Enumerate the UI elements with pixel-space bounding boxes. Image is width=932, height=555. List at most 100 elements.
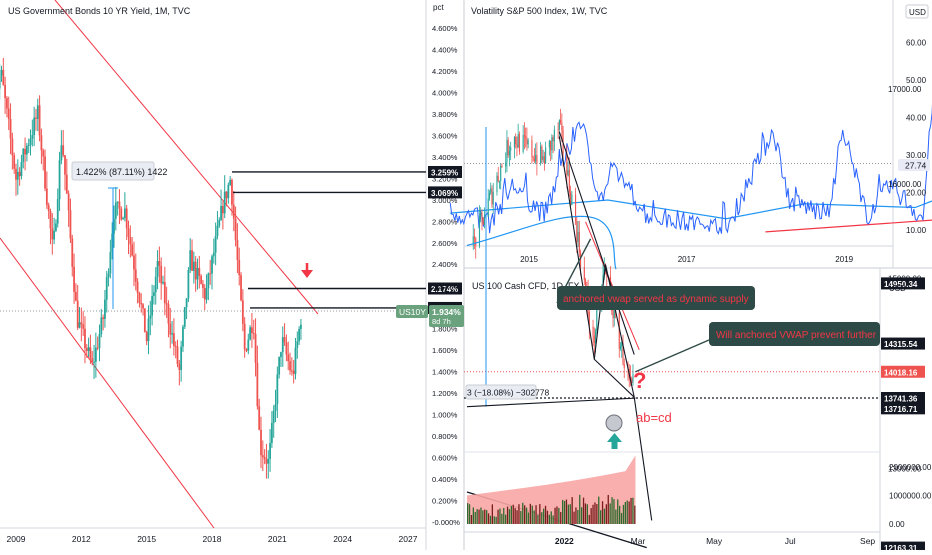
bond-measure-label: 1.422% (87.11%) 1422 bbox=[76, 167, 167, 177]
nasdaq-volume-bar bbox=[556, 506, 558, 524]
bond-candle bbox=[263, 457, 266, 460]
bond-candle bbox=[15, 168, 17, 180]
vix-currency-badge[interactable] bbox=[905, 4, 929, 19]
nasdaq-volume-bar bbox=[586, 504, 588, 524]
nasdaq-volume-bar bbox=[474, 511, 476, 524]
bond-candle bbox=[256, 362, 259, 407]
bond-candle bbox=[294, 347, 297, 374]
nasdaq-price-tag bbox=[881, 277, 925, 290]
nasdaq-currency-label: USD bbox=[889, 284, 906, 293]
nasdaq-candle bbox=[542, 156, 544, 160]
nasdaq-candle bbox=[594, 331, 597, 344]
nasdaq-volume-bar bbox=[489, 515, 492, 524]
nasdaq-candle bbox=[571, 194, 573, 205]
bond-candle bbox=[251, 327, 253, 333]
bond-candle bbox=[151, 296, 154, 316]
nasdaq-volume-bar bbox=[617, 499, 619, 524]
nasdaq-volume-bar bbox=[487, 513, 490, 524]
up-arrow-icon bbox=[607, 433, 622, 449]
nasdaq-volume-bar bbox=[613, 499, 615, 524]
nasdaq-price-tag bbox=[881, 365, 925, 378]
nasdaq-candle bbox=[532, 156, 534, 158]
nasdaq-volume-bar bbox=[603, 508, 606, 524]
bond-candle bbox=[60, 145, 63, 161]
nasdaq-candle bbox=[533, 157, 535, 162]
nasdaq-volume-bar bbox=[569, 504, 571, 524]
bond-candle bbox=[104, 299, 106, 319]
nasdaq-volume-bar bbox=[628, 501, 630, 524]
bond-candle bbox=[85, 348, 88, 351]
nasdaq-volume-bar bbox=[601, 501, 604, 524]
bond-candle bbox=[74, 291, 77, 301]
bond-candle bbox=[133, 255, 135, 270]
bond-candle bbox=[240, 275, 242, 301]
nasdaq-candle bbox=[576, 221, 578, 242]
bond-candle bbox=[56, 199, 59, 224]
nasdaq-volume-bar bbox=[546, 510, 549, 524]
nasdaq-candle bbox=[491, 188, 493, 205]
nasdaq-volume-bar bbox=[554, 507, 556, 524]
nasdaq-price-tag-text: 14950.34 bbox=[884, 280, 918, 289]
nasdaq-volume-bar bbox=[476, 509, 478, 524]
bond-candle bbox=[241, 300, 244, 324]
bond-y-tick-label: 3.200% bbox=[432, 174, 458, 183]
abcd-target-circle bbox=[605, 414, 623, 432]
nasdaq-volume-tick-label: 2000000.00 bbox=[889, 463, 932, 472]
bond-candle bbox=[76, 300, 79, 328]
nasdaq-time-axis: 2022 Mar May Jul Sep bbox=[555, 536, 876, 546]
bond-candle bbox=[183, 307, 186, 327]
annotation-vwap-question-text: Will anchored VWAP prevent further bbox=[716, 330, 877, 341]
bond-candle bbox=[65, 174, 68, 194]
bond-candle bbox=[129, 236, 132, 245]
bond-candle bbox=[267, 458, 270, 464]
bond-candle bbox=[27, 144, 30, 146]
bond-candle bbox=[185, 298, 188, 308]
bond-y-tick-label: 0.800% bbox=[432, 432, 458, 441]
bond-candle bbox=[2, 69, 5, 85]
nasdaq-candle bbox=[475, 238, 477, 246]
bond-candle bbox=[38, 105, 41, 136]
nasdaq-price-tag-text: 13741.36 bbox=[884, 395, 918, 404]
bond-y-tick-label: 2.800% bbox=[432, 217, 458, 226]
nasdaq-volume-bar bbox=[600, 510, 602, 524]
bond-symbol-tag[interactable] bbox=[396, 305, 428, 318]
bond-candle bbox=[84, 328, 86, 349]
bond-candle bbox=[69, 210, 72, 239]
nasdaq-volume-bar bbox=[529, 503, 531, 524]
bond-candle bbox=[198, 267, 201, 276]
nasdaq-measure-box bbox=[465, 384, 537, 400]
nasdaq-volume-bar bbox=[575, 507, 577, 524]
bond-candle bbox=[163, 281, 166, 304]
bond-candle bbox=[260, 429, 262, 456]
vix-line bbox=[449, 103, 932, 235]
bond-candle bbox=[172, 333, 175, 346]
bond-candles bbox=[0, 57, 302, 479]
bond-candle bbox=[209, 273, 212, 275]
bond-y-tick-label: -0.000% bbox=[432, 518, 460, 527]
bond-candle bbox=[258, 406, 261, 430]
nasdaq-candle bbox=[515, 136, 517, 145]
bond-y-tick-label: 2.600% bbox=[432, 239, 458, 248]
bond-candle bbox=[134, 269, 137, 282]
annotation-vwap-supply[interactable] bbox=[557, 286, 755, 310]
nasdaq-price-tag-text: 12163.31 bbox=[884, 544, 918, 550]
nasdaq-candle bbox=[566, 153, 568, 176]
bond-y-tick-label: 4.200% bbox=[432, 67, 458, 76]
bond-candle bbox=[6, 98, 8, 109]
vix-currency-label: USD bbox=[909, 8, 926, 17]
bond-candle bbox=[153, 292, 155, 297]
annotation-vwap-question[interactable] bbox=[709, 322, 880, 346]
nasdaq-candle bbox=[550, 140, 552, 151]
bond-candle bbox=[214, 236, 217, 253]
bond-candle bbox=[96, 347, 99, 349]
nasdaq-volume-bar bbox=[541, 512, 543, 524]
nasdaq-volume-bar bbox=[598, 496, 600, 524]
nasdaq-volume-bar bbox=[567, 504, 569, 524]
bond-candle bbox=[0, 75, 1, 89]
nasdaq-volume-bar bbox=[537, 514, 539, 524]
bond-candle bbox=[71, 238, 74, 267]
bond-candle bbox=[261, 455, 264, 458]
nasdaq-candle bbox=[578, 231, 580, 253]
nasdaq-candle bbox=[618, 313, 620, 349]
nasdaq-volume-bar bbox=[558, 507, 560, 524]
